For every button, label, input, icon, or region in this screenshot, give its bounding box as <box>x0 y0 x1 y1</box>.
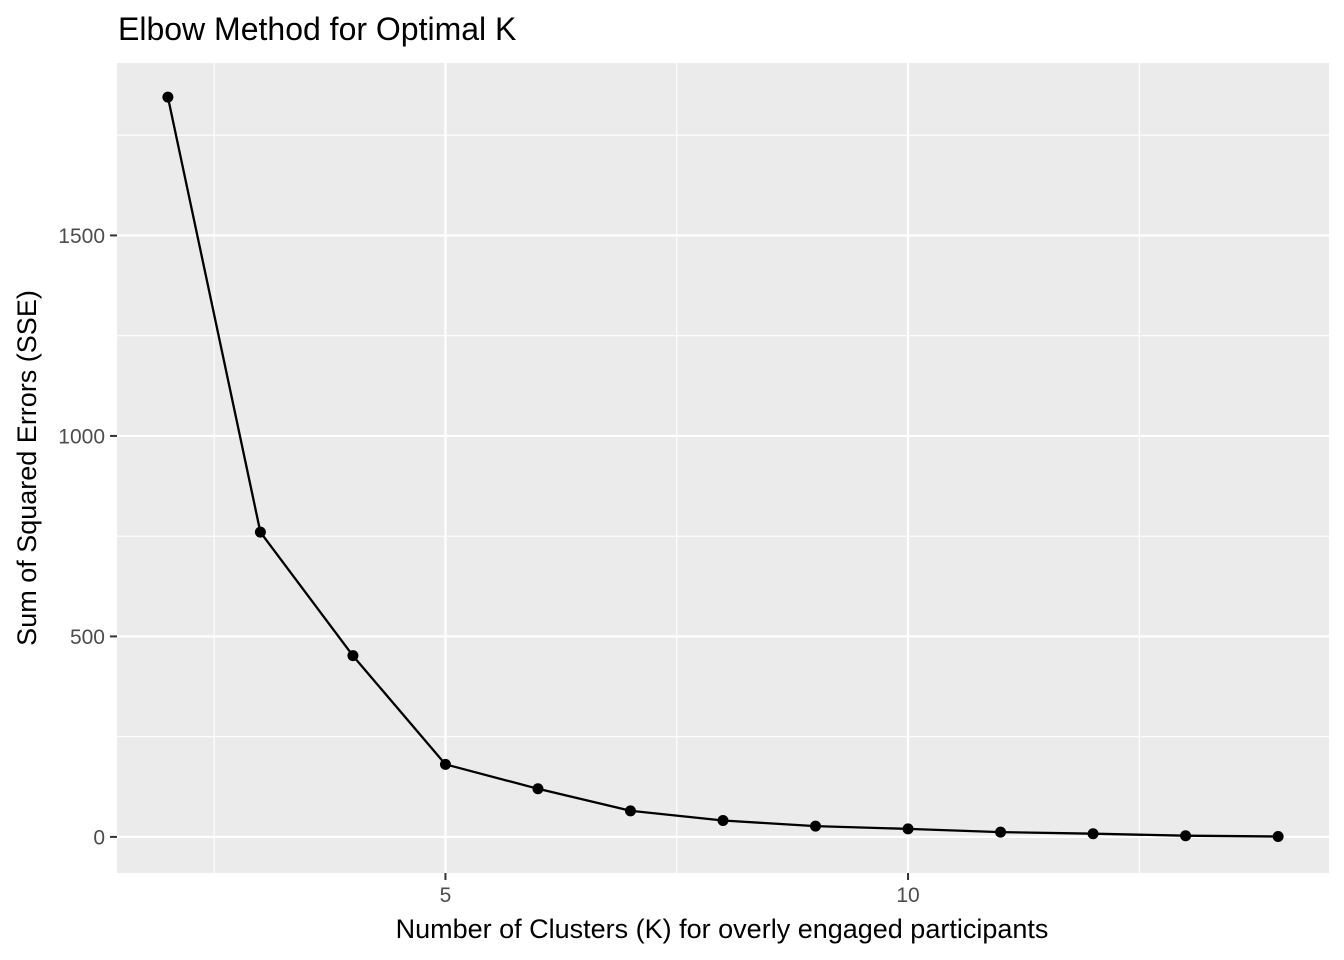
y-tick-label: 1500 <box>58 225 105 248</box>
data-point <box>162 91 174 103</box>
data-point <box>1272 831 1284 843</box>
data-point <box>624 805 636 817</box>
chart-title: Elbow Method for Optimal K <box>118 11 516 47</box>
axis-ticks <box>110 234 910 880</box>
data-point <box>254 526 266 538</box>
minor-gridlines <box>117 63 1329 873</box>
data-point <box>1087 828 1099 840</box>
y-axis-label: Sum of Squared Errors (SSE) <box>12 290 42 646</box>
x-tick-label: 10 <box>896 884 919 907</box>
y-tick-label: 500 <box>70 626 105 649</box>
y-tick-label: 0 <box>93 826 105 849</box>
data-point <box>347 650 359 662</box>
plot-panel <box>117 63 1329 873</box>
tick-labels: 5 10 0 500 1000 1500 <box>58 225 919 907</box>
data-point <box>902 823 914 835</box>
data-point <box>810 820 822 832</box>
x-axis-label: Number of Clusters (K) for overly engage… <box>396 914 1049 944</box>
data-point <box>439 758 451 770</box>
y-tick-label: 1000 <box>58 425 105 448</box>
x-tick-label: 5 <box>440 884 452 907</box>
data-point <box>1180 830 1192 842</box>
major-gridlines <box>117 63 1329 873</box>
data-point <box>532 783 544 795</box>
sse-points <box>162 91 1284 843</box>
data-point <box>995 826 1007 838</box>
data-point <box>717 814 729 826</box>
